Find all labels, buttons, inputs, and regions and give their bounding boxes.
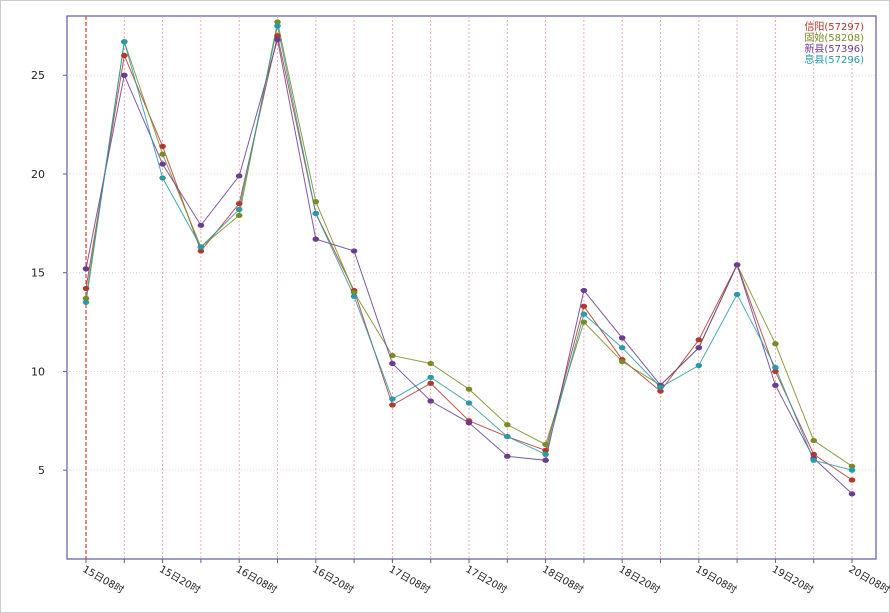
series-points bbox=[82, 19, 856, 497]
data-point bbox=[772, 368, 779, 375]
data-point bbox=[657, 384, 664, 390]
data-point bbox=[235, 206, 243, 213]
data-point bbox=[848, 477, 856, 483]
data-point bbox=[121, 39, 128, 45]
data-point bbox=[427, 374, 435, 380]
data-point bbox=[810, 457, 817, 463]
data-point bbox=[389, 353, 396, 359]
data-point bbox=[235, 212, 243, 219]
legend: 信阳(57297)固始(58208)新县(57396)息县(57296) bbox=[804, 21, 864, 66]
data-point bbox=[159, 143, 166, 149]
data-point bbox=[695, 337, 703, 343]
data-point bbox=[350, 248, 358, 254]
data-point bbox=[848, 463, 856, 469]
legend-entry: 新县(57396) bbox=[804, 42, 864, 55]
data-point bbox=[427, 380, 435, 386]
data-point bbox=[772, 341, 779, 347]
data-point bbox=[82, 285, 90, 292]
y-tick-label: 25 bbox=[31, 69, 45, 82]
data-point bbox=[197, 244, 205, 250]
data-point bbox=[848, 467, 856, 473]
data-point bbox=[618, 335, 626, 341]
legend-entry: 信阳(57297) bbox=[804, 21, 864, 33]
data-point bbox=[772, 382, 779, 388]
data-point bbox=[312, 199, 320, 205]
data-point bbox=[657, 388, 664, 394]
data-point bbox=[312, 236, 320, 242]
data-point bbox=[121, 72, 128, 78]
data-point bbox=[427, 398, 435, 404]
data-point bbox=[542, 447, 549, 453]
data-point bbox=[504, 422, 511, 428]
data-point bbox=[389, 396, 396, 402]
data-point bbox=[274, 33, 281, 39]
data-point bbox=[618, 358, 626, 365]
legend-entry: 息县(57296) bbox=[804, 53, 864, 66]
data-point bbox=[810, 437, 817, 444]
data-point bbox=[580, 319, 588, 325]
data-point bbox=[695, 362, 703, 369]
data-point bbox=[733, 291, 741, 298]
data-point bbox=[580, 311, 588, 317]
data-point bbox=[159, 151, 166, 157]
y-tick-label: 10 bbox=[31, 365, 45, 378]
y-tick-label: 20 bbox=[31, 168, 45, 181]
y-tick-label: 5 bbox=[38, 464, 45, 477]
data-point bbox=[733, 262, 741, 268]
data-point bbox=[504, 453, 511, 459]
data-point bbox=[504, 433, 511, 440]
data-point bbox=[695, 345, 703, 351]
data-point bbox=[465, 420, 473, 426]
data-point bbox=[350, 289, 358, 296]
data-point bbox=[427, 360, 435, 367]
data-point bbox=[274, 37, 281, 43]
data-point bbox=[82, 299, 90, 305]
data-point bbox=[542, 457, 549, 463]
data-point bbox=[465, 400, 473, 406]
data-point bbox=[159, 175, 166, 181]
data-point bbox=[542, 451, 549, 457]
data-point bbox=[82, 295, 90, 301]
data-point bbox=[350, 293, 358, 299]
data-point bbox=[159, 161, 166, 167]
data-point bbox=[121, 52, 128, 59]
data-point bbox=[312, 210, 320, 217]
data-point bbox=[197, 248, 205, 254]
legend-entry: 固始(58208) bbox=[804, 31, 864, 44]
y-axis-ticks: 5 10 15 20 25 bbox=[31, 69, 67, 477]
data-point bbox=[542, 441, 549, 448]
data-point bbox=[274, 19, 281, 25]
data-point bbox=[580, 287, 588, 294]
data-point bbox=[82, 266, 90, 272]
data-point bbox=[772, 364, 779, 371]
data-point bbox=[389, 360, 396, 367]
data-point bbox=[465, 386, 473, 392]
data-point bbox=[274, 23, 281, 29]
plot-border bbox=[66, 15, 877, 560]
data-point bbox=[235, 200, 243, 207]
vertical-gridlines bbox=[85, 16, 853, 559]
data-point bbox=[235, 173, 243, 179]
data-point bbox=[618, 345, 626, 351]
data-point bbox=[848, 491, 856, 497]
y-tick-label: 15 bbox=[31, 267, 45, 280]
data-point bbox=[197, 222, 205, 228]
data-point bbox=[389, 402, 396, 408]
data-point bbox=[810, 451, 817, 457]
data-point bbox=[580, 303, 588, 309]
